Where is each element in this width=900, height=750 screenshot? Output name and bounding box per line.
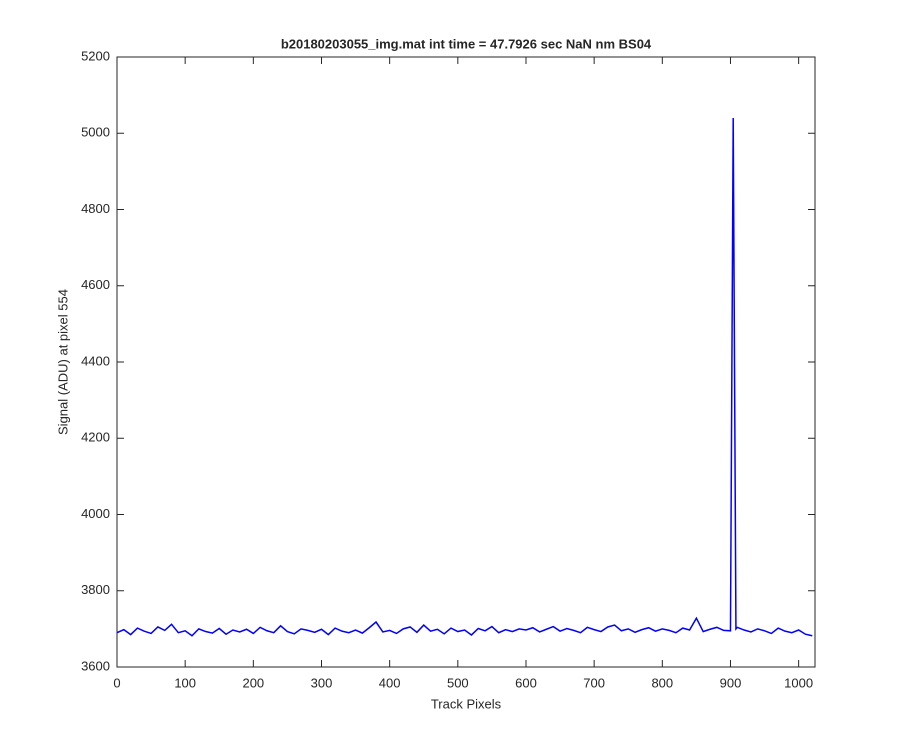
x-tick-label: 700 <box>583 675 605 690</box>
x-tick-label: 200 <box>242 675 264 690</box>
x-tick-label: 0 <box>113 675 120 690</box>
x-tick-label: 100 <box>174 675 196 690</box>
y-tick-label: 5200 <box>81 48 110 63</box>
chart-title: b20180203055_img.mat int time = 47.7926 … <box>281 36 652 51</box>
y-tick-label: 4800 <box>81 201 110 216</box>
data-line <box>116 117 813 637</box>
x-tick-label: 600 <box>515 675 537 690</box>
y-tick-label: 4200 <box>81 430 110 445</box>
x-tick-label: 800 <box>651 675 673 690</box>
y-tick-label: 4600 <box>81 277 110 292</box>
y-tick-label: 5000 <box>81 125 110 140</box>
x-tick-label: 900 <box>720 675 742 690</box>
x-tick-label: 400 <box>379 675 401 690</box>
y-tick-label: 3800 <box>81 582 110 597</box>
y-tick-label: 3600 <box>81 658 110 673</box>
y-tick-label: 4400 <box>81 353 110 368</box>
x-tick-label: 500 <box>447 675 469 690</box>
y-axis-label: Signal (ADU) at pixel 554 <box>55 289 70 435</box>
y-tick-label: 4000 <box>81 506 110 521</box>
x-axis-label: Track Pixels <box>431 696 502 711</box>
x-tick-label: 1000 <box>784 675 813 690</box>
x-tick-label: 300 <box>311 675 333 690</box>
